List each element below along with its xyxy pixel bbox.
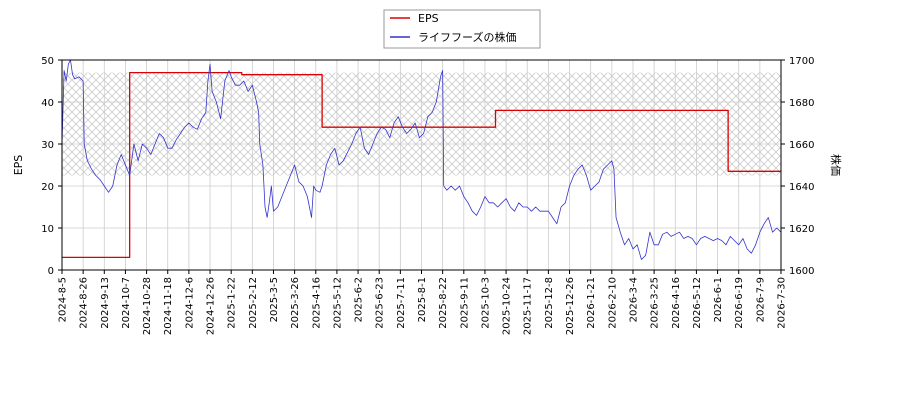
x-tick-label: 2026-6-19 [734, 277, 745, 329]
x-tick-label: 2025-12-26 [565, 277, 576, 335]
x-tick-label: 2025-7-11 [396, 277, 407, 329]
x-tick-label: 2025-6-2 [354, 277, 365, 322]
x-tick-label: 2025-5-12 [332, 277, 343, 329]
x-tick-label: 2025-9-11 [459, 277, 470, 329]
x-tick-label: 2025-10-3 [480, 277, 491, 329]
y-right-tick-label: 1660 [789, 140, 814, 151]
x-tick-label: 2026-2-10 [607, 277, 618, 329]
x-tick-label: 2025-12-8 [544, 277, 555, 329]
x-tick-label: 2026-4-16 [671, 277, 682, 329]
y-left-tick-label: 30 [41, 140, 54, 151]
y-right-tick-label: 1680 [789, 98, 814, 109]
x-tick-label: 2025-8-1 [417, 277, 428, 322]
x-tick-label: 2026-3-25 [650, 277, 661, 329]
x-tick-label: 2024-12-6 [184, 277, 195, 329]
legend: EPS ライフフーズの株価 [383, 9, 541, 49]
legend-label-price: ライフフーズの株価 [418, 30, 516, 44]
y-left-tick-label: 0 [48, 266, 54, 277]
x-tick-label: 2026-5-12 [692, 277, 703, 329]
eps-line [62, 71, 781, 259]
x-tick-label: 2025-1-22 [227, 277, 238, 329]
y-right-tick-label: 1700 [789, 56, 814, 67]
x-tick-label: 2024-9-13 [100, 277, 111, 329]
x-tick-label: 2024-10-7 [121, 277, 132, 329]
x-tick-label: 2026-7-9 [755, 277, 766, 322]
x-tick-label: 2026-3-4 [628, 277, 639, 322]
y-left-axis-title: EPS [12, 155, 25, 176]
x-tick-label: 2025-6-23 [375, 277, 386, 329]
y-right-axis-title: 株価 [829, 154, 843, 176]
axes: 2024-8-5 2024-8-26 2024-9-13 2024-10-7 2024-… [41, 56, 814, 335]
x-tick-label: 2025-8-22 [438, 277, 449, 329]
x-tick-label: 2024-8-26 [79, 277, 90, 329]
y-left-tick-label: 50 [41, 56, 54, 67]
legend-label-eps: EPS [418, 12, 439, 25]
y-right-tick-label: 1600 [789, 266, 814, 277]
y-left-tick-label: 20 [41, 182, 54, 193]
y-right-tick-label: 1640 [789, 182, 814, 193]
x-tick-label: 2024-10-28 [142, 277, 153, 335]
x-tick-label: 2026-7-30 [777, 277, 788, 329]
y-left-tick-label: 10 [41, 224, 54, 235]
legend-box [383, 9, 541, 49]
x-tick-label: 2026-1-21 [586, 277, 597, 329]
x-tick-label: 2025-10-24 [502, 277, 513, 335]
x-tick-label: 2024-8-5 [58, 277, 69, 322]
series-layer [62, 60, 781, 260]
x-tick-label: 2025-2-12 [248, 277, 259, 329]
stock-price-line [62, 60, 781, 260]
x-tick-label: 2026-6-1 [713, 277, 724, 322]
x-tick-label: 2025-11-17 [523, 277, 534, 335]
x-tick-label: 2024-12-26 [206, 277, 217, 335]
x-tick-label: 2025-4-16 [311, 277, 322, 329]
x-tick-label: 2025-3-26 [290, 277, 301, 329]
x-tick-label: 2025-3-5 [269, 277, 280, 322]
x-tick-label: 2024-11-18 [163, 277, 174, 335]
y-left-tick-label: 40 [41, 98, 54, 109]
y-right-tick-label: 1620 [789, 224, 814, 235]
